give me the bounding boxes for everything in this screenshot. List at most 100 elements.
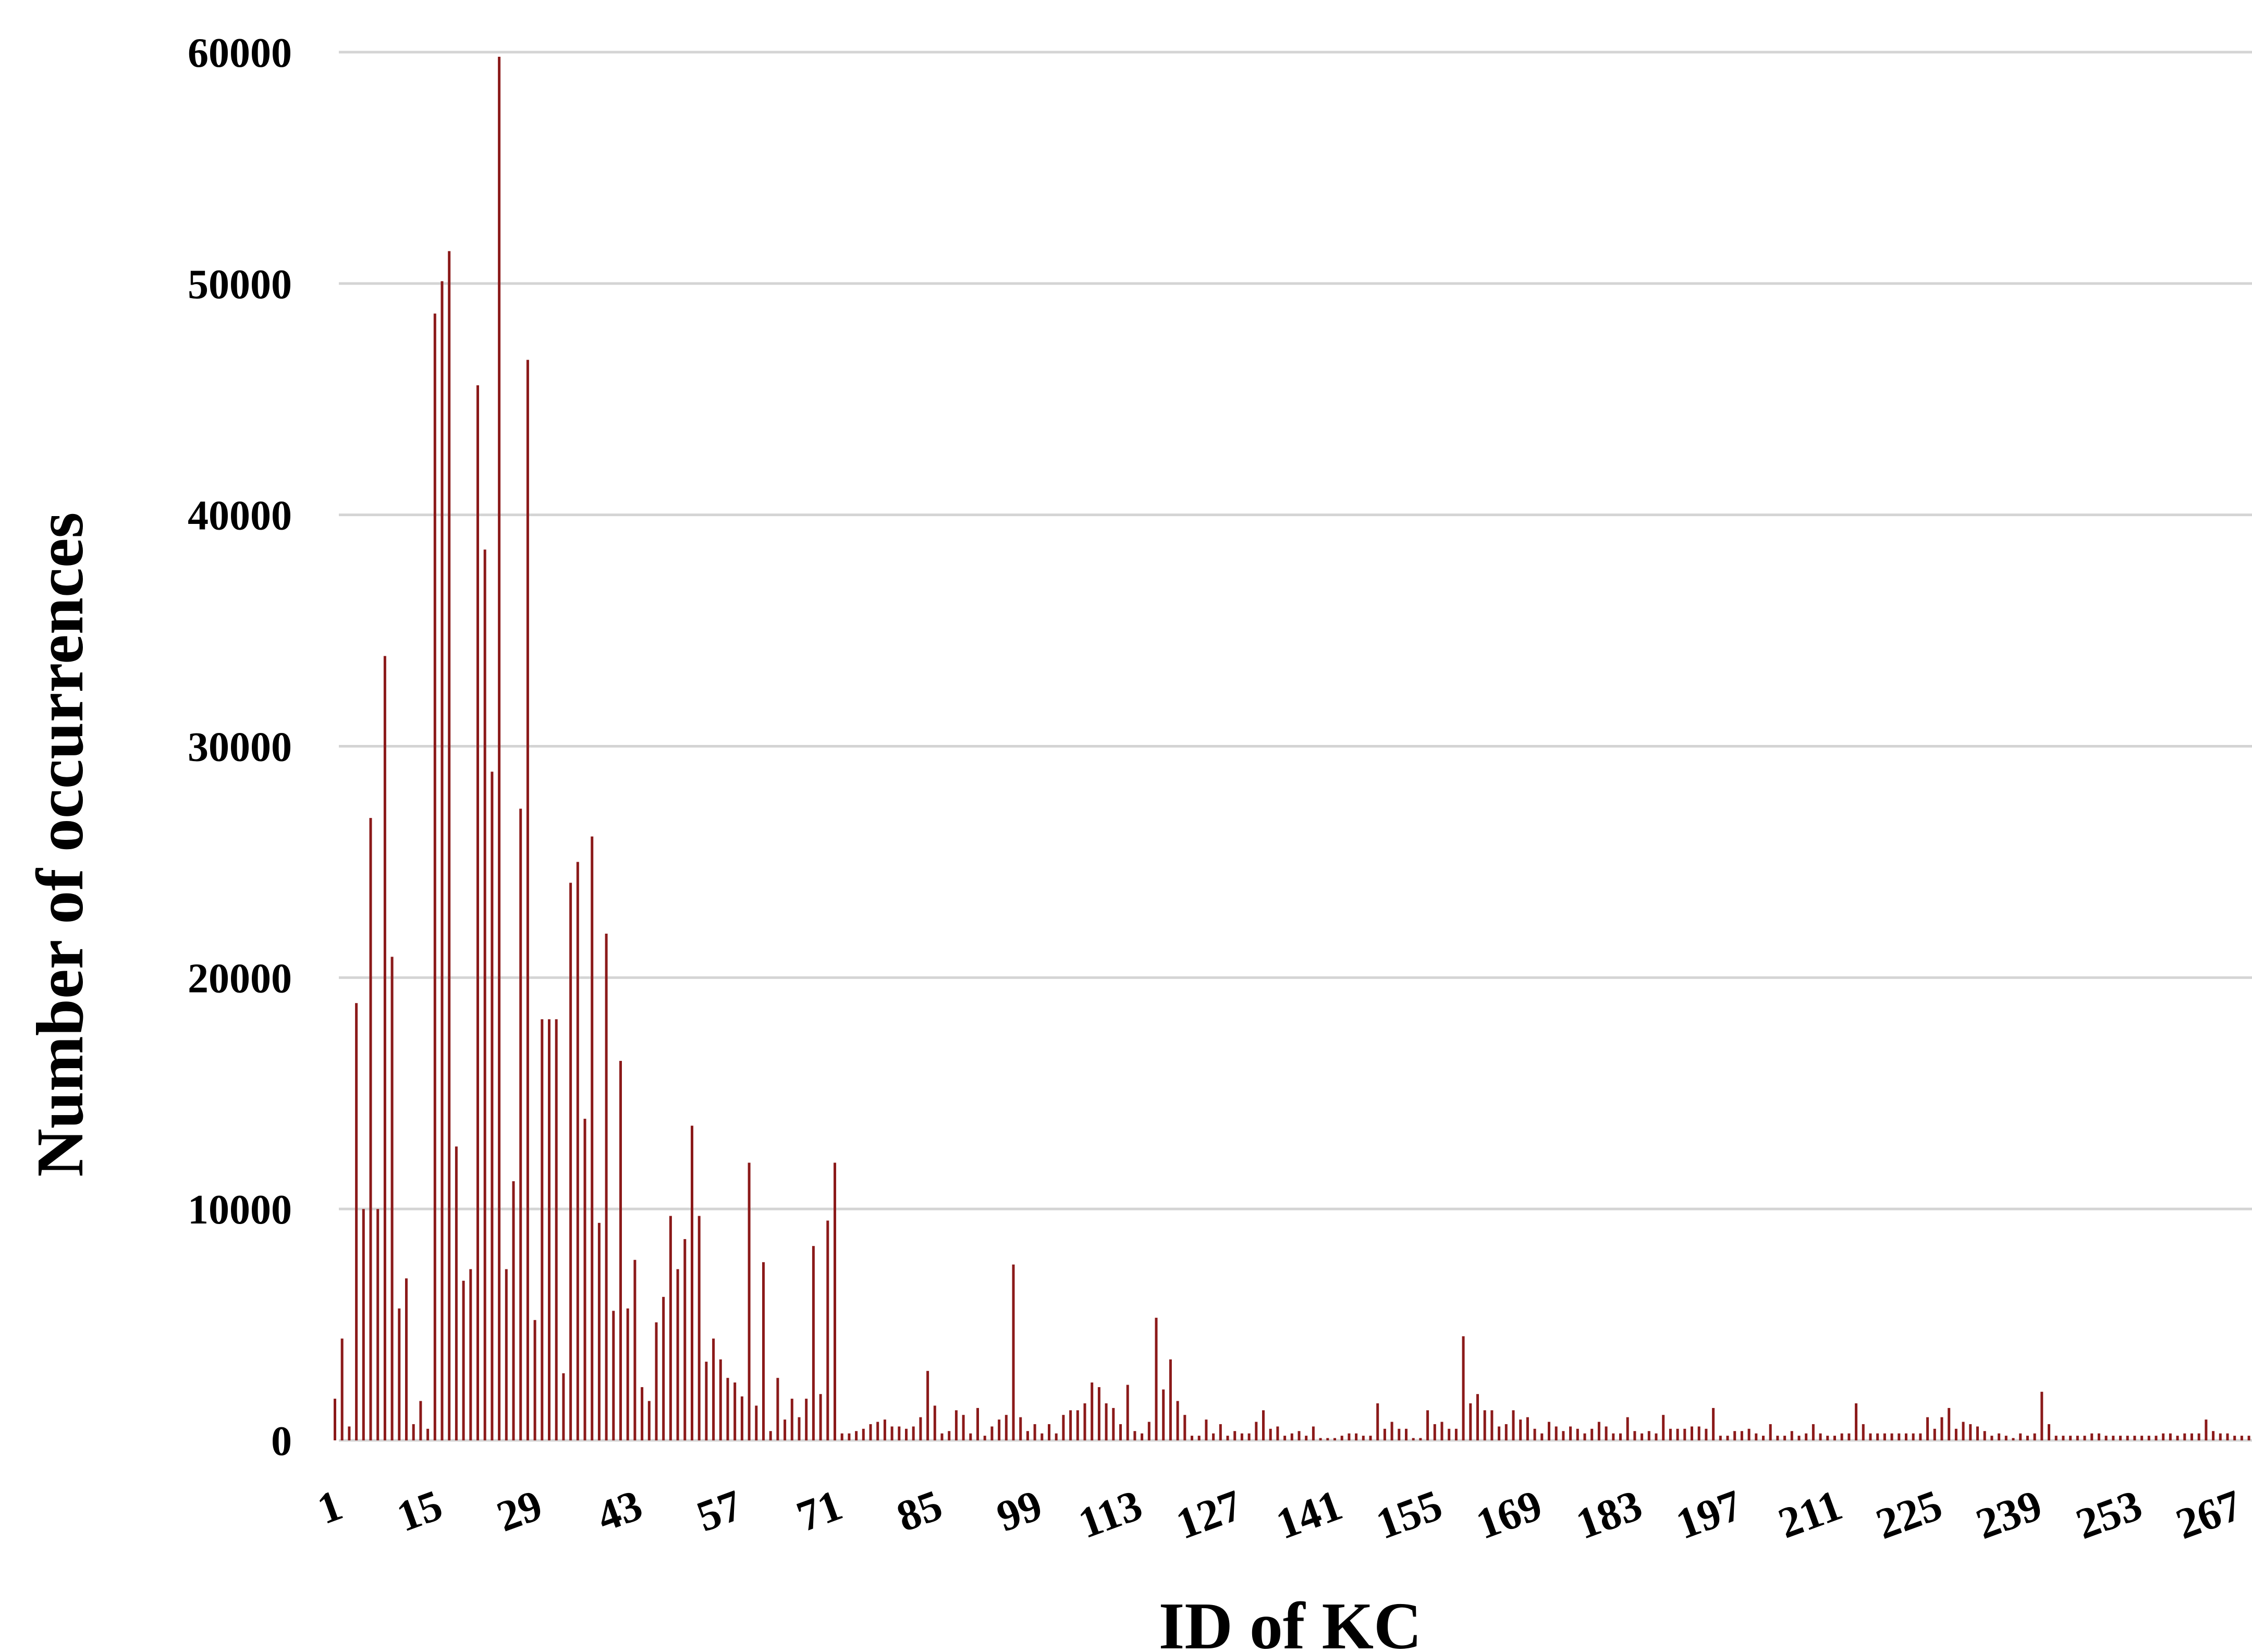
bar (1812, 1424, 1815, 1440)
bar (440, 281, 444, 1441)
bar (1819, 1433, 1822, 1440)
bar (583, 1119, 586, 1440)
bar (1683, 1428, 1686, 1440)
bar (1519, 1420, 1522, 1440)
bar (969, 1433, 972, 1440)
bar (1533, 1428, 1536, 1440)
x-tick-label: 15 (391, 1480, 449, 1541)
bar (1990, 1436, 1993, 1440)
bar (1905, 1433, 1907, 1440)
bar (1476, 1394, 1479, 1440)
bar (2026, 1436, 2029, 1440)
x-tick-label: 57 (691, 1480, 749, 1541)
bar (555, 1019, 558, 1440)
bar (1712, 1408, 1715, 1440)
bar (748, 1162, 751, 1440)
bar (755, 1405, 758, 1440)
x-tick-label: 85 (891, 1480, 949, 1541)
bar (1826, 1436, 1829, 1440)
bar (1540, 1433, 1544, 1440)
bar (1805, 1433, 1808, 1440)
bar (1597, 1422, 1600, 1440)
bar (1233, 1431, 1237, 1440)
bar (2219, 1433, 2222, 1440)
bar (1240, 1433, 1243, 1440)
bar (633, 1259, 637, 1440)
bar (1962, 1422, 1965, 1440)
bar (1926, 1417, 1929, 1440)
bar (355, 1003, 358, 1440)
bar (1426, 1410, 1429, 1440)
bar (1362, 1436, 1365, 1440)
bar (2004, 1436, 2008, 1440)
bar (1633, 1431, 1636, 1440)
bar (826, 1220, 829, 1440)
x-tick-label: 155 (1370, 1480, 1448, 1548)
bar (2054, 1436, 2058, 1440)
bar (1305, 1436, 1308, 1440)
bar (1112, 1408, 1115, 1440)
bar (805, 1399, 808, 1440)
bar (869, 1424, 872, 1440)
bars (334, 56, 2250, 1441)
bar (1676, 1428, 1679, 1440)
bar (2104, 1436, 2108, 1440)
bar (1419, 1438, 1422, 1440)
bar (2069, 1436, 2072, 1440)
y-tick-label: 60000 (188, 30, 292, 76)
bar (1191, 1436, 1193, 1440)
bar (1405, 1428, 1408, 1440)
bar (462, 1280, 465, 1440)
bar (712, 1338, 715, 1440)
bar (505, 1269, 508, 1440)
bar (1333, 1438, 1336, 1440)
bar (533, 1320, 536, 1440)
bar (1619, 1433, 1622, 1440)
bar (1433, 1424, 1436, 1440)
bar (526, 360, 529, 1440)
bar (1862, 1424, 1865, 1440)
bar (1919, 1433, 1922, 1440)
bar (1898, 1433, 1901, 1440)
bar (1247, 1433, 1251, 1440)
bar (1141, 1433, 1144, 1440)
bar (1462, 1336, 1465, 1440)
bar (491, 772, 494, 1440)
bar (1390, 1422, 1393, 1440)
bar (855, 1431, 858, 1440)
bar (2126, 1436, 2129, 1440)
bar (597, 1222, 601, 1440)
bar (412, 1424, 415, 1440)
bar (1448, 1428, 1451, 1440)
bar (626, 1308, 629, 1440)
bar (2147, 1436, 2150, 1440)
bar (1269, 1428, 1272, 1440)
bar (1298, 1431, 1301, 1440)
bar (1691, 1426, 1693, 1440)
bar (998, 1420, 1001, 1440)
bar (983, 1436, 986, 1440)
bar (740, 1396, 743, 1440)
x-tick-label: 197 (1670, 1480, 1748, 1548)
bar (1205, 1420, 1208, 1440)
bar (1662, 1415, 1665, 1440)
bar (1762, 1436, 1765, 1440)
x-tick-label: 141 (1270, 1480, 1348, 1548)
bar (562, 1373, 565, 1440)
bar (1855, 1403, 1858, 1440)
bar (1562, 1431, 1565, 1440)
bar (2048, 1424, 2050, 1440)
bar (541, 1019, 544, 1440)
bar (1705, 1428, 1708, 1440)
bar (676, 1269, 679, 1440)
bar (340, 1338, 344, 1440)
bar (1412, 1438, 1415, 1440)
bar (1790, 1431, 1793, 1440)
bar (1669, 1428, 1672, 1440)
bar (1733, 1431, 1736, 1440)
bar (1097, 1387, 1100, 1440)
bar (1840, 1433, 1843, 1440)
bar (334, 1399, 336, 1440)
x-tick-label: 267 (2170, 1480, 2248, 1548)
